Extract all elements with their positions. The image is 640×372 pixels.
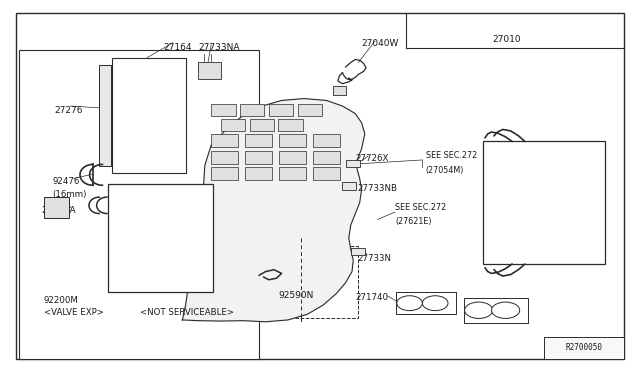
- Circle shape: [465, 302, 493, 318]
- Text: 27726X: 27726X: [355, 154, 388, 163]
- Bar: [464, 298, 528, 323]
- Text: 27040W: 27040W: [362, 39, 399, 48]
- Bar: [211, 104, 236, 116]
- Text: 27115F: 27115F: [483, 309, 516, 318]
- Circle shape: [422, 296, 448, 311]
- Text: 27115: 27115: [560, 162, 589, 171]
- Bar: [279, 167, 306, 180]
- Bar: [298, 104, 322, 116]
- Bar: [279, 151, 306, 164]
- Bar: [108, 184, 213, 292]
- Text: 271740: 271740: [355, 293, 388, 302]
- Bar: [342, 182, 356, 190]
- Bar: [250, 119, 274, 131]
- Text: 92590N: 92590N: [278, 291, 314, 300]
- Polygon shape: [182, 99, 365, 322]
- Circle shape: [397, 296, 422, 311]
- Text: (27621E): (27621E): [395, 217, 431, 225]
- Text: 27010: 27010: [493, 35, 522, 44]
- Text: 92200M: 92200M: [44, 296, 78, 305]
- Bar: [333, 86, 346, 95]
- Bar: [240, 104, 264, 116]
- Text: <NOT SERVICEABLE>: <NOT SERVICEABLE>: [140, 308, 234, 317]
- Text: <VALVE EXP>: <VALVE EXP>: [44, 308, 104, 317]
- Bar: [346, 160, 360, 167]
- Bar: [245, 134, 272, 147]
- Text: 92476+A: 92476+A: [112, 240, 152, 249]
- Bar: [99, 65, 111, 166]
- Text: 27733NA: 27733NA: [198, 43, 240, 52]
- Text: (27054M): (27054M): [426, 166, 464, 174]
- Bar: [245, 167, 272, 180]
- Bar: [221, 119, 245, 131]
- Circle shape: [492, 302, 520, 318]
- Bar: [19, 50, 259, 359]
- Bar: [211, 134, 238, 147]
- Bar: [396, 292, 456, 314]
- Bar: [483, 141, 605, 264]
- Bar: [198, 62, 221, 79]
- Text: R2700050: R2700050: [565, 343, 602, 352]
- Text: SEE SEC.272: SEE SEC.272: [426, 151, 477, 160]
- Text: (16mm): (16mm): [52, 190, 87, 199]
- Text: (12mm): (12mm): [112, 253, 147, 262]
- Bar: [245, 151, 272, 164]
- Bar: [313, 134, 340, 147]
- Bar: [351, 248, 365, 255]
- Bar: [269, 104, 293, 116]
- Bar: [211, 167, 238, 180]
- Bar: [237, 246, 358, 318]
- Text: SEE SEC.272: SEE SEC.272: [395, 203, 446, 212]
- Bar: [313, 151, 340, 164]
- Text: 27733NB: 27733NB: [357, 184, 397, 193]
- Bar: [211, 151, 238, 164]
- Bar: [279, 134, 306, 147]
- Text: 27733N: 27733N: [357, 254, 391, 263]
- Bar: [278, 119, 303, 131]
- Bar: [313, 167, 340, 180]
- Bar: [544, 337, 624, 359]
- Bar: [44, 197, 69, 218]
- Text: 27020A: 27020A: [42, 206, 76, 215]
- Text: 27276: 27276: [54, 106, 83, 115]
- Text: 92476: 92476: [52, 177, 80, 186]
- Text: 27164: 27164: [163, 43, 192, 52]
- Bar: [112, 58, 186, 173]
